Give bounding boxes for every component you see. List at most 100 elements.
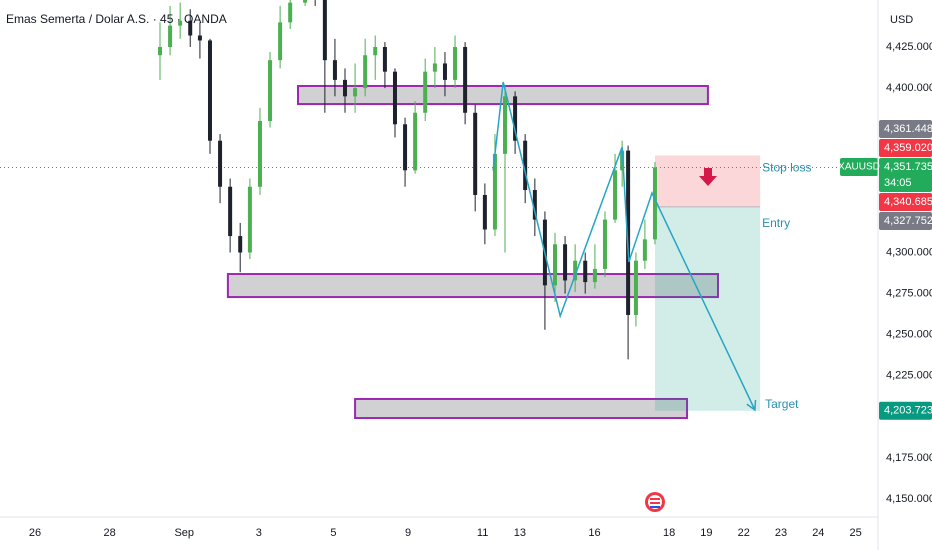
candle-body (322, 0, 327, 61)
candle-body (513, 96, 518, 141)
arrow-icon (699, 168, 717, 186)
y-tick-label: 4,400.000 (886, 82, 932, 94)
price-label-box (879, 192, 932, 211)
price-label: 4,327.752 (884, 215, 932, 227)
candle-body (503, 96, 508, 154)
pattern-line (492, 81, 756, 411)
candle-body (453, 47, 458, 80)
x-tick-label: 5 (330, 527, 336, 539)
candle-body (218, 140, 223, 187)
y-tick-label: 4,425.000 (886, 41, 932, 53)
candle-body (626, 150, 631, 315)
candle-body (563, 244, 568, 281)
price-label-box (879, 157, 932, 192)
candle-body (168, 25, 173, 48)
price-label-box (879, 211, 932, 230)
candle-body (423, 71, 428, 113)
y-tick-label: 4,175.000 (886, 452, 932, 464)
x-tick-label: 23 (775, 527, 787, 539)
y-tick-label: 4,300.000 (886, 246, 932, 258)
candle-body (602, 219, 607, 269)
x-tick-label: 24 (812, 527, 824, 539)
overlay: Stop loss Entry Target 4,361.448 4,359.020 4,… (762, 119, 932, 420)
x-tick-label: 22 (738, 527, 750, 539)
candle-body (413, 112, 418, 171)
candle-body (207, 40, 212, 141)
currency-label: USD (890, 14, 913, 26)
candle-body (278, 22, 283, 61)
stop-loss-label: Stop loss (762, 161, 811, 175)
x-tick-label: 19 (700, 527, 712, 539)
candle-body (442, 63, 447, 80)
price-label: 4,351.735 (884, 161, 932, 173)
candle-body (228, 186, 233, 237)
plot-area (0, 0, 878, 420)
candle-body (482, 194, 487, 230)
candle-body (178, 20, 183, 26)
candle-body (382, 47, 387, 72)
price-label: 4,359.020 (884, 142, 932, 154)
zone (354, 397, 689, 420)
event-icon (645, 492, 665, 512)
candle-body (392, 71, 397, 125)
price-label: 4,340.685 (884, 196, 932, 208)
candle-body (652, 167, 657, 240)
x-tick-label: 9 (405, 527, 411, 539)
candle-body (197, 35, 202, 41)
y-tick-label: 4,225.000 (886, 370, 932, 382)
x-tick-label: Sep (174, 527, 194, 539)
candle-body (373, 47, 378, 56)
pattern-arrowhead (746, 399, 757, 412)
candle-body (303, 0, 308, 3)
x-tick-label: 16 (588, 527, 600, 539)
candle-body (592, 268, 597, 283)
y-tick-label: 4,275.000 (886, 288, 932, 300)
target-label: Target (765, 397, 799, 411)
y-tick-label: 4,250.000 (886, 329, 932, 341)
candle-body (492, 153, 497, 230)
symbol-box (840, 157, 878, 176)
chart-title: Emas Semerta / Dolar A.S. · 45 · OANDA (6, 12, 227, 26)
candle-body (573, 260, 578, 281)
candle-body (633, 260, 638, 315)
entry-label: Entry (762, 216, 790, 230)
x-tick-label: 13 (514, 527, 526, 539)
candle-body (523, 140, 528, 191)
candle-body (158, 47, 163, 56)
candle-body (432, 63, 437, 72)
candle-body (613, 170, 618, 220)
x-tick-label: 26 (29, 527, 41, 539)
price-label: 4,203.723 (884, 405, 932, 417)
price-label-box (879, 138, 932, 157)
candle-body (403, 124, 408, 171)
price-label: 4,361.448 (884, 123, 932, 135)
candle-body (552, 244, 557, 286)
candle-body (353, 88, 358, 97)
x-tick-label: 28 (104, 527, 116, 539)
candle-body (288, 2, 293, 23)
price-label-box (879, 119, 932, 138)
x-tick-label: 25 (849, 527, 861, 539)
price-label-box (879, 401, 932, 420)
candle-body (363, 55, 368, 89)
zone (226, 273, 719, 299)
candle-body (268, 60, 273, 121)
candle-body (247, 186, 252, 253)
x-tick-label: 18 (663, 527, 675, 539)
candle-body (473, 112, 478, 195)
x-tick-label: 11 (477, 527, 488, 539)
candle-body (532, 190, 537, 220)
candle-body (642, 239, 647, 261)
candle-body (188, 20, 193, 36)
symbol-label: XAUUSD (838, 162, 880, 173)
candle-body (583, 260, 588, 283)
x-tick-label: 3 (256, 527, 262, 539)
countdown-label: 34:05 (884, 177, 912, 189)
candle-body (257, 120, 262, 187)
candle-body (332, 60, 337, 80)
y-tick-label: 4,150.000 (886, 493, 932, 505)
candle-body (238, 236, 243, 253)
candle-body (463, 47, 468, 113)
